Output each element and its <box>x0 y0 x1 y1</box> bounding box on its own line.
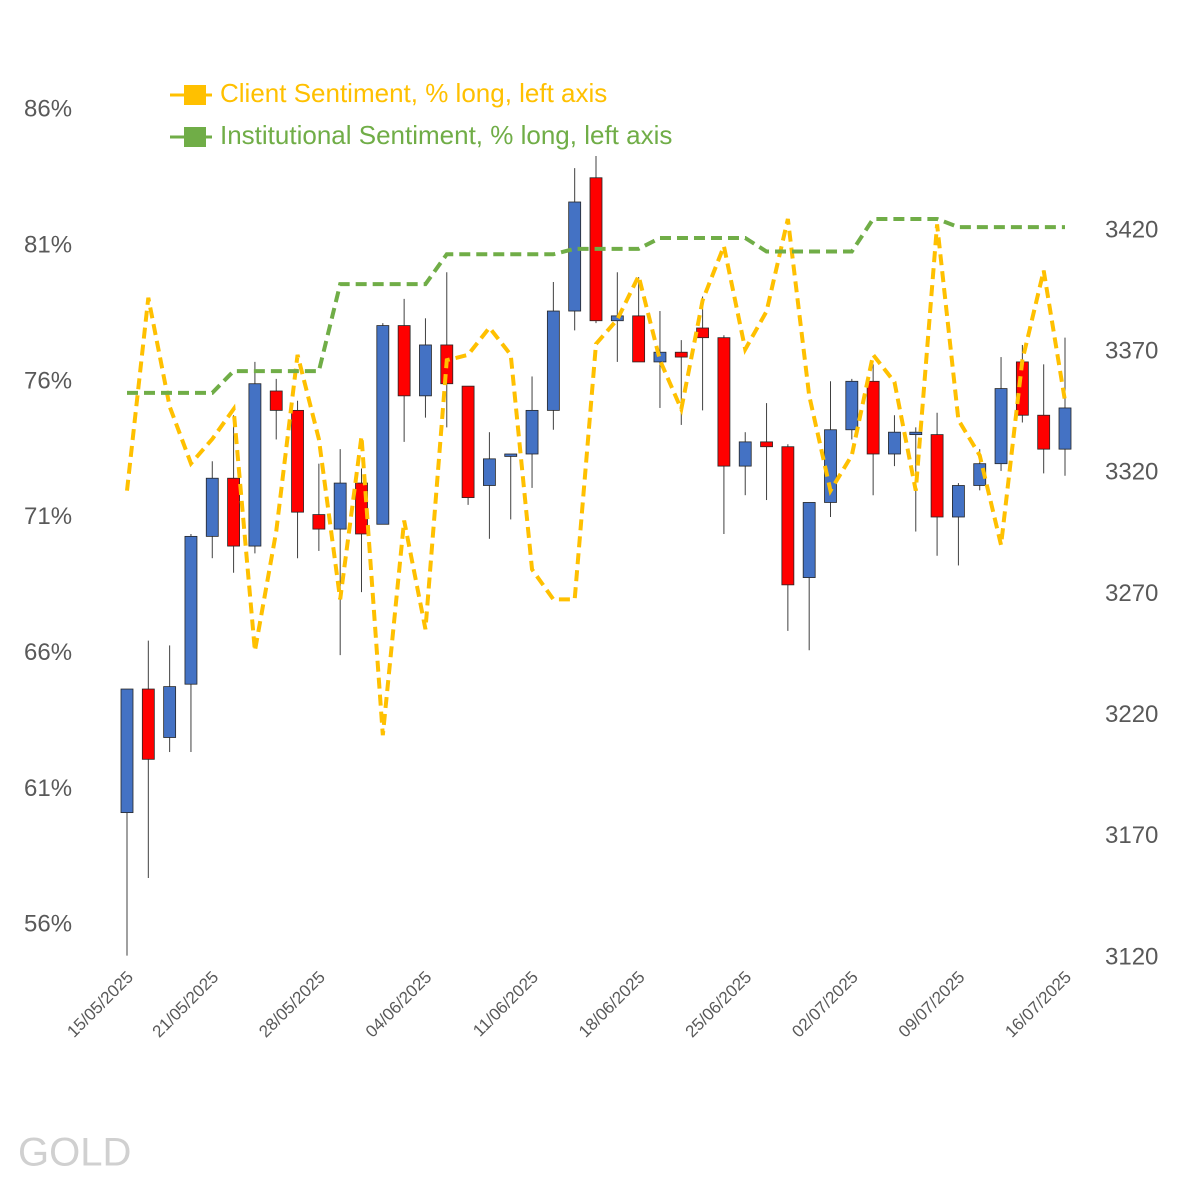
candle-body <box>120 688 134 814</box>
candle-body <box>952 485 965 518</box>
legend-label: Institutional Sentiment, % long, left ax… <box>220 120 672 150</box>
candle-body <box>184 535 198 685</box>
candle-body <box>696 327 709 339</box>
candle-body <box>845 380 859 431</box>
candle-body <box>994 388 1008 465</box>
y2-tick-label: 3170 <box>1105 822 1158 849</box>
candle-body <box>1037 414 1051 450</box>
candle-body <box>376 325 390 525</box>
candle-body <box>525 409 539 455</box>
candle-body <box>461 385 475 499</box>
y-tick-label: 86% <box>24 96 72 123</box>
candle-body <box>632 315 646 363</box>
candle-body <box>717 337 731 467</box>
legend-marker <box>184 85 206 105</box>
x-tick-label: 16/07/2025 <box>1001 968 1075 1042</box>
candle-body <box>760 441 773 448</box>
y-tick-label: 56% <box>24 911 72 938</box>
y-tick-label: 66% <box>24 639 72 666</box>
legend-marker <box>184 127 206 147</box>
sentiment-line <box>127 216 1065 395</box>
candle-body <box>802 502 816 578</box>
candle-body <box>674 351 688 358</box>
candle-body <box>738 441 752 467</box>
candle-body <box>269 390 283 411</box>
candle-body <box>291 409 304 513</box>
candle-body <box>909 431 923 436</box>
candle-body <box>312 514 326 530</box>
candle-body <box>227 477 240 547</box>
y-tick-label: 71% <box>24 503 72 530</box>
candle-body <box>568 201 582 312</box>
x-tick-label: 09/07/2025 <box>895 968 969 1042</box>
legend-label: Client Sentiment, % long, left axis <box>220 78 607 108</box>
x-tick-label: 02/07/2025 <box>788 968 862 1042</box>
x-tick-label: 28/05/2025 <box>255 968 329 1042</box>
candle-body <box>781 446 795 586</box>
y2-tick-label: 3120 <box>1105 943 1158 970</box>
x-tick-label: 21/05/2025 <box>149 968 223 1042</box>
x-tick-label: 04/06/2025 <box>362 968 436 1042</box>
candle-body <box>888 431 901 455</box>
x-tick-label: 25/06/2025 <box>682 968 756 1042</box>
candle-body <box>483 458 496 486</box>
y2-tick-label: 3270 <box>1105 580 1158 607</box>
candle-body <box>930 434 944 518</box>
x-tick-label: 11/06/2025 <box>469 968 542 1041</box>
y-tick-label: 61% <box>24 775 72 802</box>
y2-tick-label: 3320 <box>1105 459 1158 486</box>
y2-tick-label: 3220 <box>1105 701 1158 728</box>
candle-body <box>397 325 411 397</box>
sentiment-line <box>125 218 1067 736</box>
candle-body <box>866 380 880 455</box>
candle-body <box>419 344 432 397</box>
candle-body <box>504 453 518 457</box>
y2-tick-label: 3420 <box>1105 216 1158 243</box>
y-tick-label: 76% <box>24 367 72 394</box>
candle-body <box>248 383 262 547</box>
y-tick-label: 81% <box>24 231 72 258</box>
watermark: GOLD <box>18 1131 131 1175</box>
x-tick-label: 18/06/2025 <box>575 968 649 1042</box>
candle-body <box>546 310 560 411</box>
candle-body <box>141 688 155 760</box>
candle-body <box>1058 407 1072 450</box>
candle-body <box>163 686 177 738</box>
candle-body <box>205 477 219 537</box>
y2-tick-label: 3370 <box>1105 338 1158 365</box>
candle-body <box>333 482 347 530</box>
x-tick-label: 15/05/2025 <box>63 968 137 1042</box>
